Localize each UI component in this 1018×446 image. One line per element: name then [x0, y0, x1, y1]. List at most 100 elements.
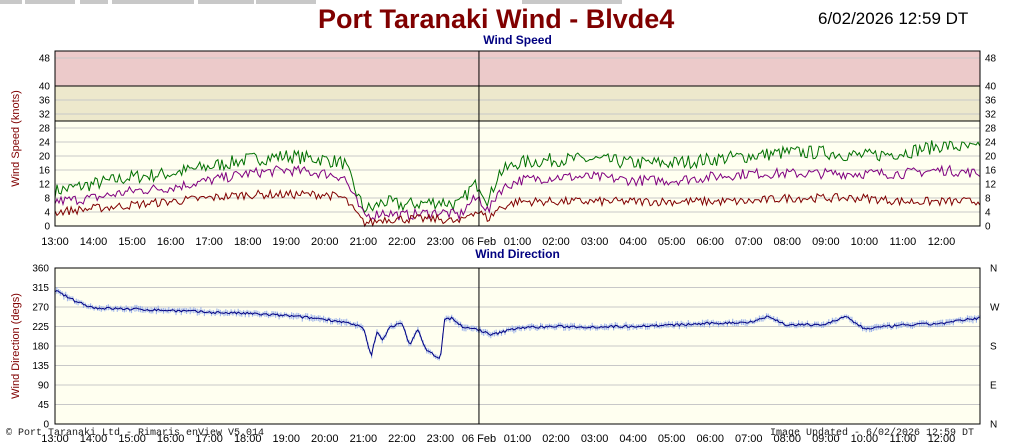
speed-y-tick-label-right: 16: [985, 166, 997, 177]
speed-y-tick-label: 16: [39, 166, 51, 177]
speed-y-tick-label-right: 20: [985, 152, 997, 163]
direction-compass-tick-label: S: [990, 342, 997, 353]
direction-y-tick-label: 45: [38, 400, 50, 411]
direction-y-tick-label: 315: [32, 283, 49, 294]
direction-y-tick-label: 0: [43, 420, 49, 431]
speed-x-tick-label: 02:00: [542, 236, 570, 248]
speed-x-tick-label: 09:00: [812, 236, 840, 248]
direction-x-tick-label: 13:00: [41, 433, 69, 445]
direction-x-tick-label: 14:00: [80, 433, 108, 445]
speed-x-tick-label: 06:00: [696, 236, 724, 248]
speed-y-tick-label-right: 0: [985, 222, 991, 233]
tab-strip-segment[interactable]: [25, 0, 75, 4]
speed-series-lull: [54, 188, 981, 228]
speed-y-tick-label-right: 32: [985, 110, 997, 121]
direction-x-tick-label: 21:00: [350, 433, 378, 445]
speed-y-tick-label: 40: [39, 82, 51, 93]
direction-x-tick-label: 20:00: [311, 433, 339, 445]
speed-x-tick-label: 18:00: [234, 236, 262, 248]
speed-y-tick-label-right: 28: [985, 124, 997, 135]
speed-y-tick-label-right: 40: [985, 82, 997, 93]
tab-strip-segment[interactable]: [522, 0, 622, 4]
speed-y-tick-label: 12: [39, 180, 51, 191]
tab-strip-segment[interactable]: [80, 0, 108, 4]
direction-x-tick-label: 16:00: [157, 433, 185, 445]
speed-x-tick-label: 04:00: [619, 236, 647, 248]
footer-copyright: © Port Taranaki Ltd - Rimaris enView V5.…: [6, 428, 265, 439]
direction-compass-tick-label: E: [990, 381, 997, 392]
direction-x-tick-label: 10:00: [851, 433, 879, 445]
speed-x-tick-label: 21:00: [350, 236, 378, 248]
speed-x-tick-label: 10:00: [851, 236, 879, 248]
tab-strip-segment[interactable]: [256, 0, 316, 4]
speed-y-tick-label-right: 48: [985, 54, 997, 65]
direction-compass-tick-label: N: [990, 420, 997, 431]
speed-x-tick-label: 06 Feb: [462, 236, 496, 248]
speed-y-tick-label: 36: [39, 96, 51, 107]
speed-y-tick-label: 24: [39, 138, 51, 149]
tab-strip-segment[interactable]: [0, 0, 22, 4]
direction-x-tick-label: 05:00: [658, 433, 686, 445]
speed-y-tick-label-right: 24: [985, 138, 997, 149]
direction-x-tick-label: 07:00: [735, 433, 763, 445]
update-datetime: 6/02/2026 12:59 DT: [818, 9, 969, 28]
speed-x-tick-label: 19:00: [272, 236, 300, 248]
direction-x-tick-label: 19:00: [272, 433, 300, 445]
speed-x-tick-label: 13:00: [41, 236, 69, 248]
direction-y-axis-label: Wind Direction (degs): [10, 293, 22, 399]
top-tab-strip: [0, 0, 640, 4]
direction-x-tick-label: 02:00: [542, 433, 570, 445]
direction-y-tick-label: 225: [32, 322, 49, 333]
speed-panel-title: Wind Speed: [483, 33, 552, 47]
direction-x-tick-label: 08:00: [774, 433, 802, 445]
speed-series-mean: [54, 164, 981, 222]
speed-x-tick-label: 12:00: [928, 236, 956, 248]
direction-compass-tick-label: W: [990, 303, 1000, 314]
direction-plot-border: [54, 267, 981, 425]
speed-y-tick-label: 28: [39, 124, 51, 135]
direction-y-tick-label: 90: [38, 381, 50, 392]
direction-panel-title: Wind Direction: [475, 247, 560, 261]
speed-x-tick-label: 08:00: [774, 236, 802, 248]
direction-y-tick-label: 270: [32, 303, 49, 314]
speed-y-tick-label: 20: [39, 152, 51, 163]
speed-x-tick-label: 15:00: [118, 236, 146, 248]
direction-x-tick-label: 18:00: [234, 433, 262, 445]
page-title: Port Taranaki Wind - Blvde4: [318, 4, 675, 34]
speed-x-tick-label: 01:00: [504, 236, 532, 248]
speed-x-tick-label: 17:00: [195, 236, 223, 248]
speed-y-tick-label: 4: [44, 208, 50, 219]
direction-x-tick-label: 15:00: [118, 433, 146, 445]
speed-x-tick-label: 23:00: [427, 236, 455, 248]
direction-x-tick-label: 06 Feb: [462, 433, 496, 445]
speed-x-tick-label: 11:00: [890, 236, 917, 248]
direction-x-tick-label: 23:00: [427, 433, 455, 445]
speed-x-tick-label: 05:00: [658, 236, 686, 248]
direction-x-tick-label: 17:00: [195, 433, 223, 445]
speed-x-tick-label: 07:00: [735, 236, 763, 248]
speed-x-tick-label: 22:00: [388, 236, 416, 248]
speed-y-tick-label-right: 8: [985, 194, 991, 205]
speed-y-tick-label-right: 4: [985, 208, 991, 219]
direction-y-tick-label: 135: [32, 361, 49, 372]
speed-x-tick-label: 20:00: [311, 236, 339, 248]
footer-image-updated: Image Updated - 6/02/2026 12:59 DT: [770, 428, 975, 439]
speed-x-tick-label: 16:00: [157, 236, 185, 248]
direction-x-tick-label: 04:00: [619, 433, 647, 445]
direction-x-tick-label: 11:00: [890, 433, 917, 445]
direction-x-tick-label: 12:00: [928, 433, 956, 445]
speed-y-axis-label: Wind Speed (knots): [10, 90, 22, 187]
speed-threshold-band-red: [55, 51, 980, 86]
direction-y-tick-label: 360: [32, 264, 49, 275]
direction-x-tick-label: 06:00: [696, 433, 724, 445]
speed-threshold-band-yellow: [55, 86, 980, 121]
direction-x-tick-label: 22:00: [388, 433, 416, 445]
tab-strip-segment[interactable]: [198, 0, 254, 4]
speed-x-tick-label: 03:00: [581, 236, 609, 248]
direction-compass-tick-label: N: [990, 264, 997, 275]
speed-x-tick-label: 14:00: [80, 236, 108, 248]
speed-series-gust: [54, 140, 981, 214]
speed-y-tick-label: 32: [39, 110, 51, 121]
tab-strip-segment[interactable]: [112, 0, 194, 4]
